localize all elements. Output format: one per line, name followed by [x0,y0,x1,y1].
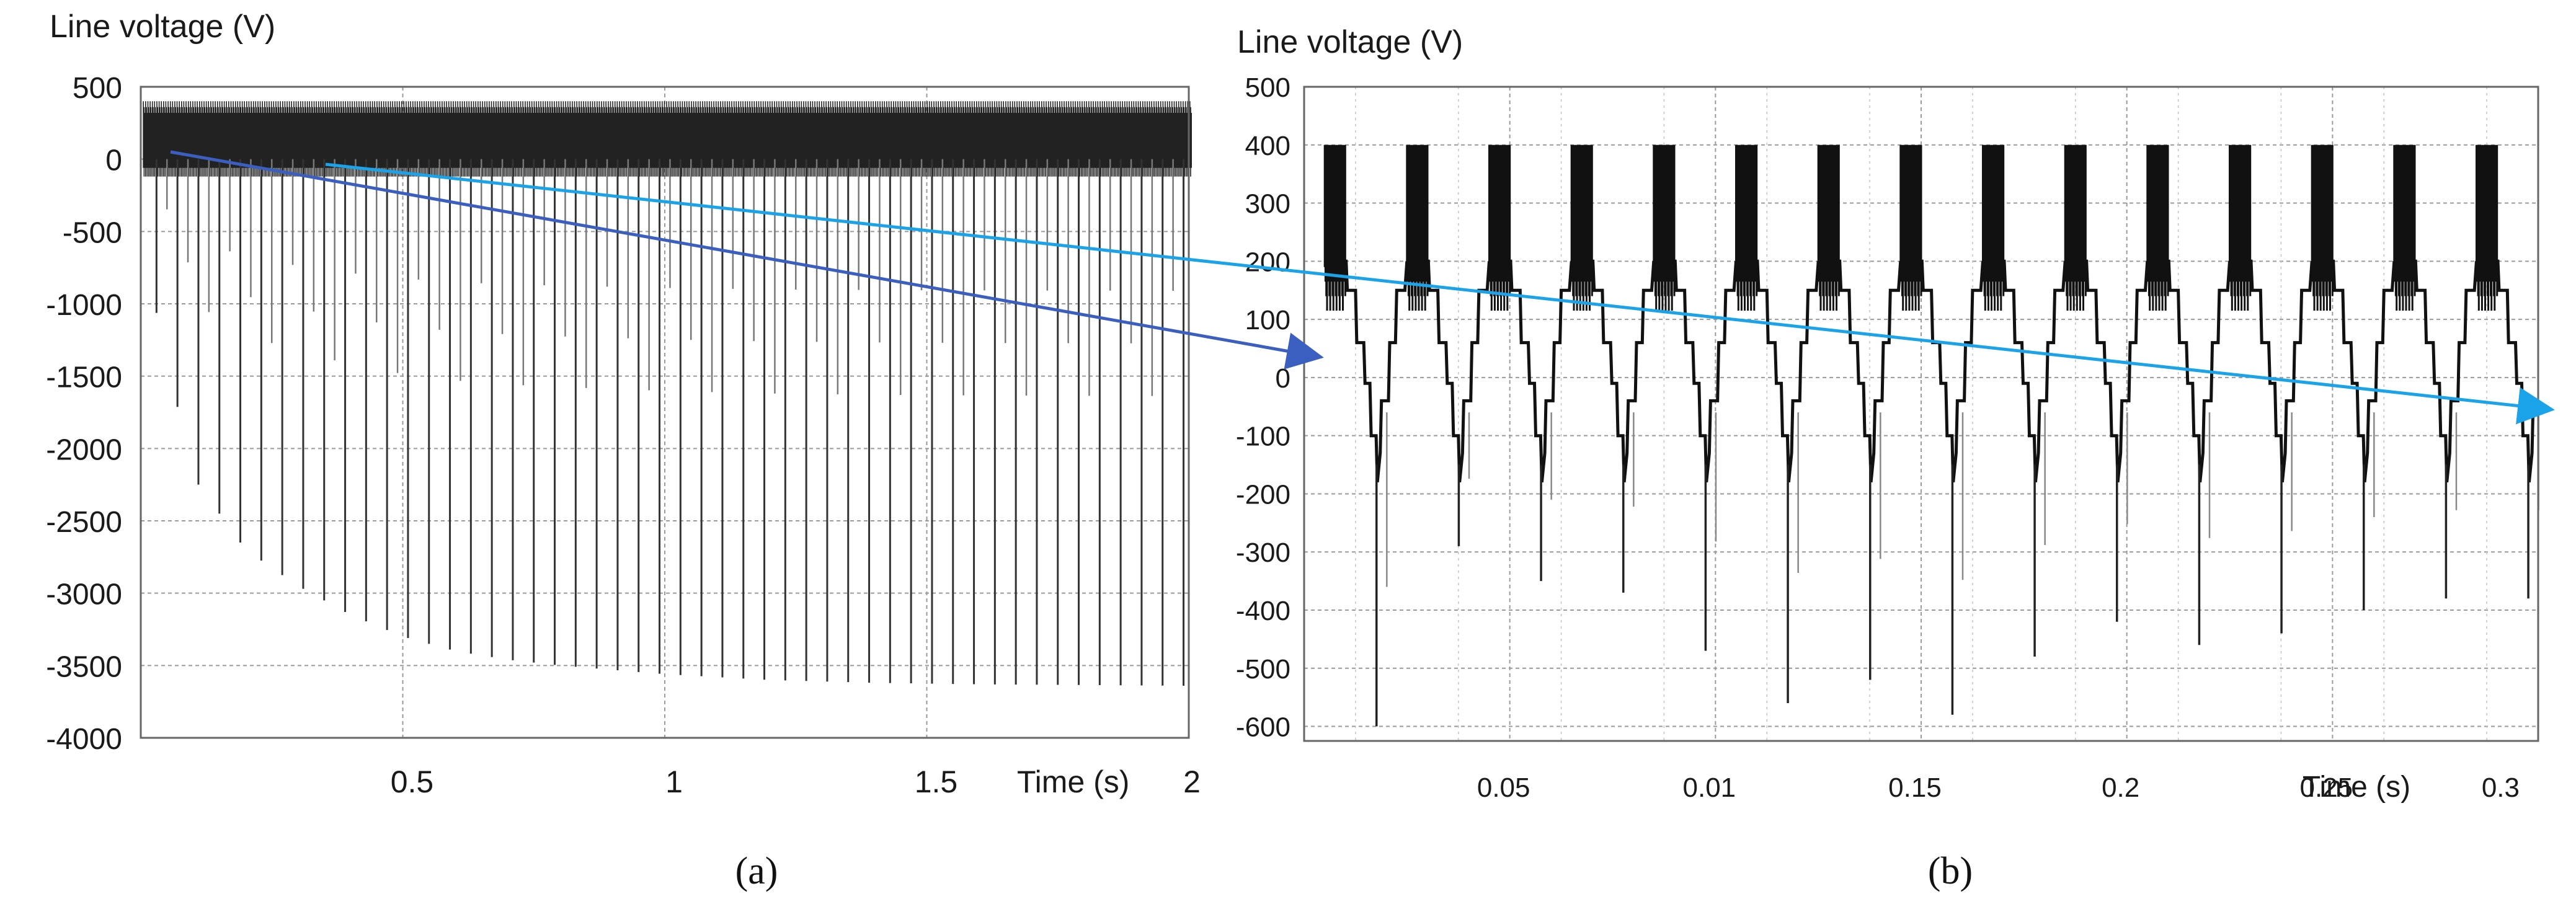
panel-b-waveform-cycle [2311,144,2396,610]
panel-b-waveform-cycle [2229,144,2314,634]
zoom-arrow-light [325,162,2555,425]
panel-b-switching-block [2146,144,2169,311]
panel-b-step-wave [1406,259,1491,482]
panel-a-y-tick-label: -2000 [46,433,122,466]
panel-a-y-tick-label: -1500 [46,361,122,394]
panel-b-step-wave [1818,259,1903,482]
panel-a-y-ticks: 500 0 -500 -1000 -1500 -2000 -2500 -3000 -3500 -4… [46,72,122,756]
panel-b-y-ticks: 500 400 300 200 100 0 -100 -200 -300 -400 -500 -600 [1236,73,1290,743]
panel-b-waveform-cycle [1653,144,1738,651]
panel-b-switching-block [1899,144,1922,311]
panel-a-frame [140,86,1190,739]
panel-b-y-tick-label: -500 [1236,654,1290,685]
panel-a-x-tick-label: 2 [1183,764,1201,799]
panel-b-y-tick-label: 300 [1245,189,1290,219]
panel-b-waveform-cycle [1735,144,1820,704]
panel-b-y-tick-label: -600 [1236,712,1290,743]
panel-b-waveform-cycle [1488,144,1573,582]
panel-a-x-tick-label: 1.5 [915,764,958,799]
panel-b-step-wave [2312,259,2396,482]
panel-b-waveform-cycle [1899,144,1984,715]
panel-b-step-wave [1900,259,1984,482]
panel-b-trace [1323,144,2539,727]
panel-a-x-ticks: 0.5 1 1.5 2 [391,764,1201,799]
panel-b-x-axis-label: Time (s) [2303,771,2410,804]
panel-b-step-wave [1983,259,2067,482]
panel-b-waveform-cycle [1982,144,2067,657]
panel-b-switching-block [1817,144,1840,311]
panel-b-y-tick-label: 500 [1245,73,1290,103]
panel-a-y-tick-label: -1000 [46,289,122,322]
panel-b-y-tick-label: 400 [1245,131,1290,161]
panel-b-y-tick-label: -300 [1236,538,1290,568]
panel-b-switching-block [2393,144,2416,311]
panel-a-y-tick-label: -4000 [46,723,122,756]
panel-a-grid [141,86,1189,738]
panel-b-waveform-cycle [2146,144,2231,645]
panel-a: 500 0 -500 -1000 -1500 -2000 -2500 -3000 -3500 -4… [46,9,1201,892]
panel-b-step-wave [1325,259,1409,482]
panel-b-switching-block [1406,144,1429,311]
panel-b-waveform-cycle [2476,144,2539,599]
panel-b-x-ticks: 0.05 0.01 0.15 0.2 0.25 0.3 [1477,773,2520,803]
panel-b-step-wave [1571,259,1656,482]
panel-b-y-axis-label: Line voltage (V) [1237,24,1463,60]
panel-b-y-tick-label: 200 [1245,247,1290,277]
panel-a-y-tick-label: 500 [73,72,122,105]
panel-a-y-tick-label: -500 [63,216,122,249]
panel-a-y-tick-label: -3000 [46,578,122,611]
panel-b-switching-block [2229,144,2252,311]
panel-b-switching-block [1488,144,1511,311]
panel-a-y-tick-label: -3500 [46,650,122,683]
panel-b-waveform-cycle [2393,144,2478,599]
panel-a-y-axis-label: Line voltage (V) [50,9,275,45]
panel-b-x-tick-label: 0.15 [1888,773,1942,803]
panel-b-y-tick-label: 100 [1245,305,1290,335]
panel-b-step-wave [2394,259,2478,482]
panel-b-switching-block [2311,144,2334,311]
panel-b-x-tick-label: 0.3 [2482,773,2520,803]
panel-b-switching-block [1735,144,1758,311]
panel-b-switching-block [2476,144,2498,311]
panel-a-x-tick-label: 0.5 [391,764,434,799]
panel-b-switching-block [2064,144,2087,311]
panel-b-y-tick-label: -100 [1236,422,1290,452]
panel-a-caption: (a) [735,850,778,892]
panel-b-step-wave [2147,259,2231,482]
panel-b-step-wave [2065,259,2149,482]
panel-b-waveform-cycle [2064,144,2149,622]
panel-b-step-wave [1653,259,1738,482]
panel-b-step-wave [2229,259,2314,482]
zoom-arrow-dark [170,150,1324,370]
panel-b-step-wave [1736,259,1820,482]
panel-b-step-wave [1489,259,1573,482]
panel-a-y-tick-label: -2500 [46,506,122,539]
panel-b-switching-block [1570,144,1593,311]
panel-a-x-tick-label: 1 [665,764,683,799]
panel-b-switching-block [1982,144,2005,311]
panel-a-y-tick-label: 0 [105,144,122,177]
panel-b-x-tick-label: 0.25 [2300,773,2353,803]
panel-a-x-axis-label: Time (s) [1017,764,1129,799]
panel-b: 500 400 300 200 100 0 -100 -200 -300 -400 -500 -600… [1236,24,2539,892]
panel-b-y-tick-label: -200 [1236,479,1290,510]
panel-b-switching-block [1323,144,1346,311]
panel-a-trace [143,101,1192,686]
panel-b-y-tick-label: -400 [1236,596,1290,626]
panel-b-waveform-cycle [1570,144,1656,593]
panel-b-x-tick-label: 0.01 [1683,773,1736,803]
panel-b-y-tick-label: 0 [1276,363,1290,394]
panel-b-waveform-cycle [1817,144,1903,680]
panel-b-x-tick-label: 0.05 [1477,773,1530,803]
panel-b-caption: (b) [1928,850,1973,892]
panel-b-switching-block [1653,144,1676,311]
panel-b-waveform-cycle [1323,144,1409,727]
panel-b-waveform-cycle [1406,144,1491,546]
panel-b-x-tick-label: 0.2 [2102,773,2139,803]
panel-a-waveform-band [143,101,1192,177]
